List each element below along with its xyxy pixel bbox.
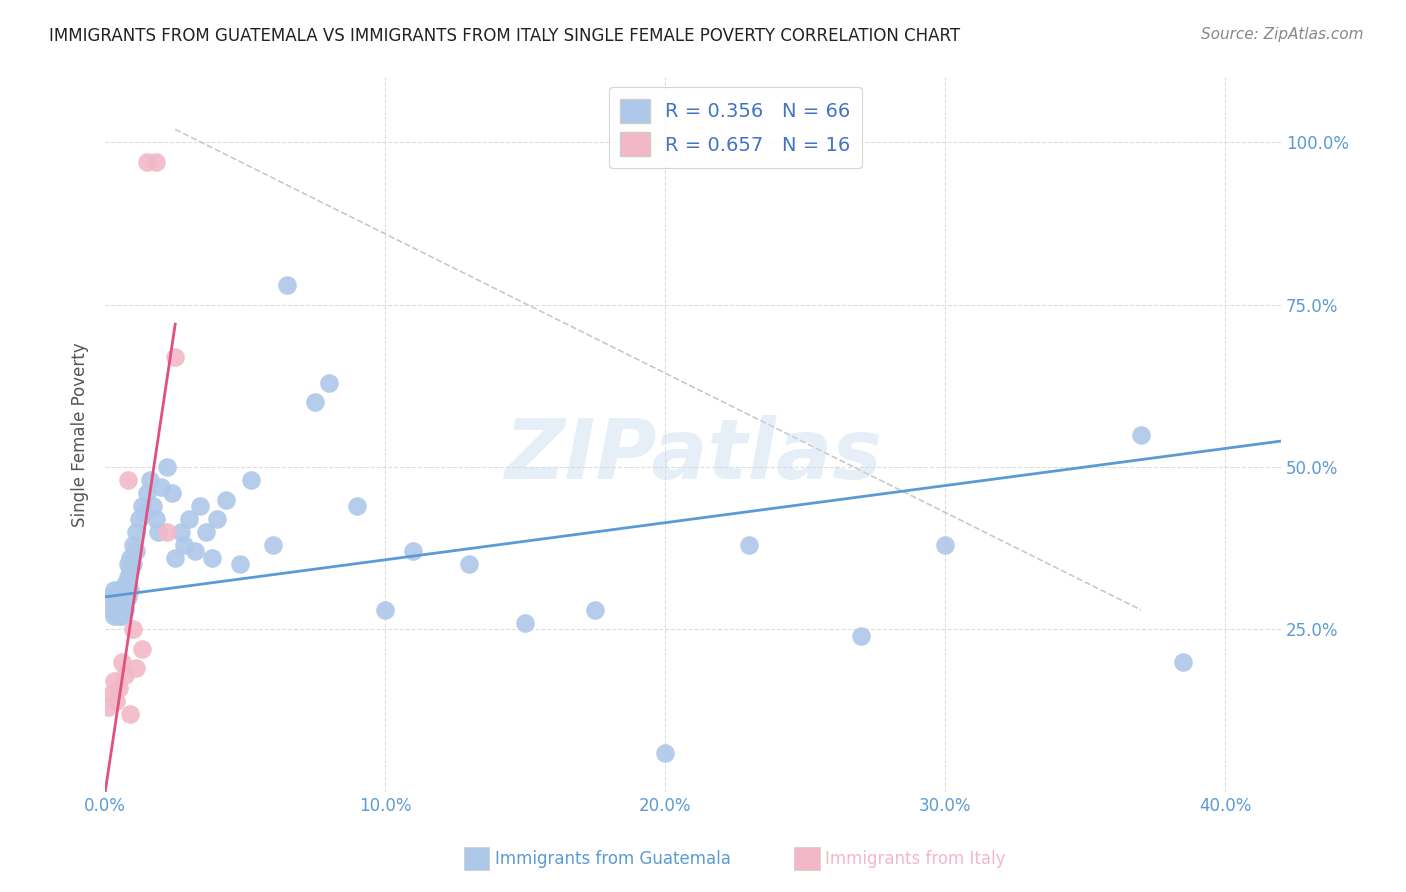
Point: [97, 700, 120, 714]
Point: [318, 376, 340, 390]
Point: [111, 603, 134, 617]
Point: [114, 668, 136, 682]
Point: [131, 499, 153, 513]
Point: [114, 577, 136, 591]
Point: [111, 590, 134, 604]
Point: [346, 499, 368, 513]
Point: [122, 623, 145, 637]
Point: [849, 629, 872, 643]
Point: [103, 583, 125, 598]
Point: [654, 746, 676, 760]
Y-axis label: Single Female Poverty: Single Female Poverty: [72, 343, 89, 527]
Point: [205, 512, 228, 526]
Legend: R = 0.356   N = 66, R = 0.657   N = 16: R = 0.356 N = 66, R = 0.657 N = 16: [609, 87, 862, 168]
Text: IMMIGRANTS FROM GUATEMALA VS IMMIGRANTS FROM ITALY SINGLE FEMALE POVERTY CORRELA: IMMIGRANTS FROM GUATEMALA VS IMMIGRANTS …: [49, 27, 960, 45]
Point: [184, 544, 207, 558]
Point: [120, 706, 142, 721]
Point: [122, 538, 145, 552]
Point: [934, 538, 956, 552]
Point: [111, 609, 134, 624]
Point: [97, 590, 120, 604]
Point: [228, 558, 250, 572]
Point: [103, 674, 125, 689]
Point: [108, 596, 131, 610]
Point: [136, 154, 159, 169]
Point: [239, 473, 262, 487]
Point: [190, 499, 212, 513]
Point: [156, 524, 179, 539]
Text: ZIPatlas: ZIPatlas: [505, 416, 882, 497]
Point: [111, 596, 134, 610]
Text: Source: ZipAtlas.com: Source: ZipAtlas.com: [1201, 27, 1364, 42]
Point: [402, 544, 425, 558]
Point: [105, 694, 128, 708]
Point: [195, 524, 218, 539]
Point: [108, 583, 131, 598]
Point: [117, 473, 139, 487]
Point: [214, 492, 236, 507]
Point: [139, 473, 162, 487]
Point: [262, 538, 284, 552]
Point: [276, 278, 298, 293]
Point: [128, 512, 150, 526]
Point: [304, 395, 326, 409]
Point: [125, 544, 148, 558]
Point: [125, 661, 148, 675]
Point: [117, 570, 139, 584]
Point: [458, 558, 481, 572]
Point: [165, 350, 187, 364]
Point: [114, 590, 136, 604]
Point: [583, 603, 606, 617]
Point: [122, 558, 145, 572]
Point: [1171, 655, 1194, 669]
Point: [131, 641, 153, 656]
Point: [145, 512, 167, 526]
Point: [100, 687, 122, 701]
Text: Immigrants from Guatemala: Immigrants from Guatemala: [495, 850, 731, 868]
Point: [120, 583, 142, 598]
Point: [162, 486, 184, 500]
Point: [117, 558, 139, 572]
Point: [142, 499, 165, 513]
Point: [117, 590, 139, 604]
Point: [200, 550, 222, 565]
Point: [513, 615, 536, 630]
Point: [134, 506, 156, 520]
Point: [103, 609, 125, 624]
Point: [105, 596, 128, 610]
Text: Immigrants from Italy: Immigrants from Italy: [825, 850, 1005, 868]
Point: [125, 524, 148, 539]
Point: [114, 603, 136, 617]
Point: [156, 460, 179, 475]
Point: [148, 524, 170, 539]
Point: [179, 512, 201, 526]
Point: [1130, 427, 1153, 442]
Point: [108, 681, 131, 695]
Point: [111, 655, 134, 669]
Point: [105, 603, 128, 617]
Point: [738, 538, 761, 552]
Point: [136, 486, 159, 500]
Point: [165, 550, 187, 565]
Point: [150, 479, 173, 493]
Point: [170, 524, 193, 539]
Point: [145, 154, 167, 169]
Point: [100, 603, 122, 617]
Point: [108, 609, 131, 624]
Point: [120, 550, 142, 565]
Point: [173, 538, 195, 552]
Point: [105, 590, 128, 604]
Point: [120, 564, 142, 578]
Point: [374, 603, 396, 617]
